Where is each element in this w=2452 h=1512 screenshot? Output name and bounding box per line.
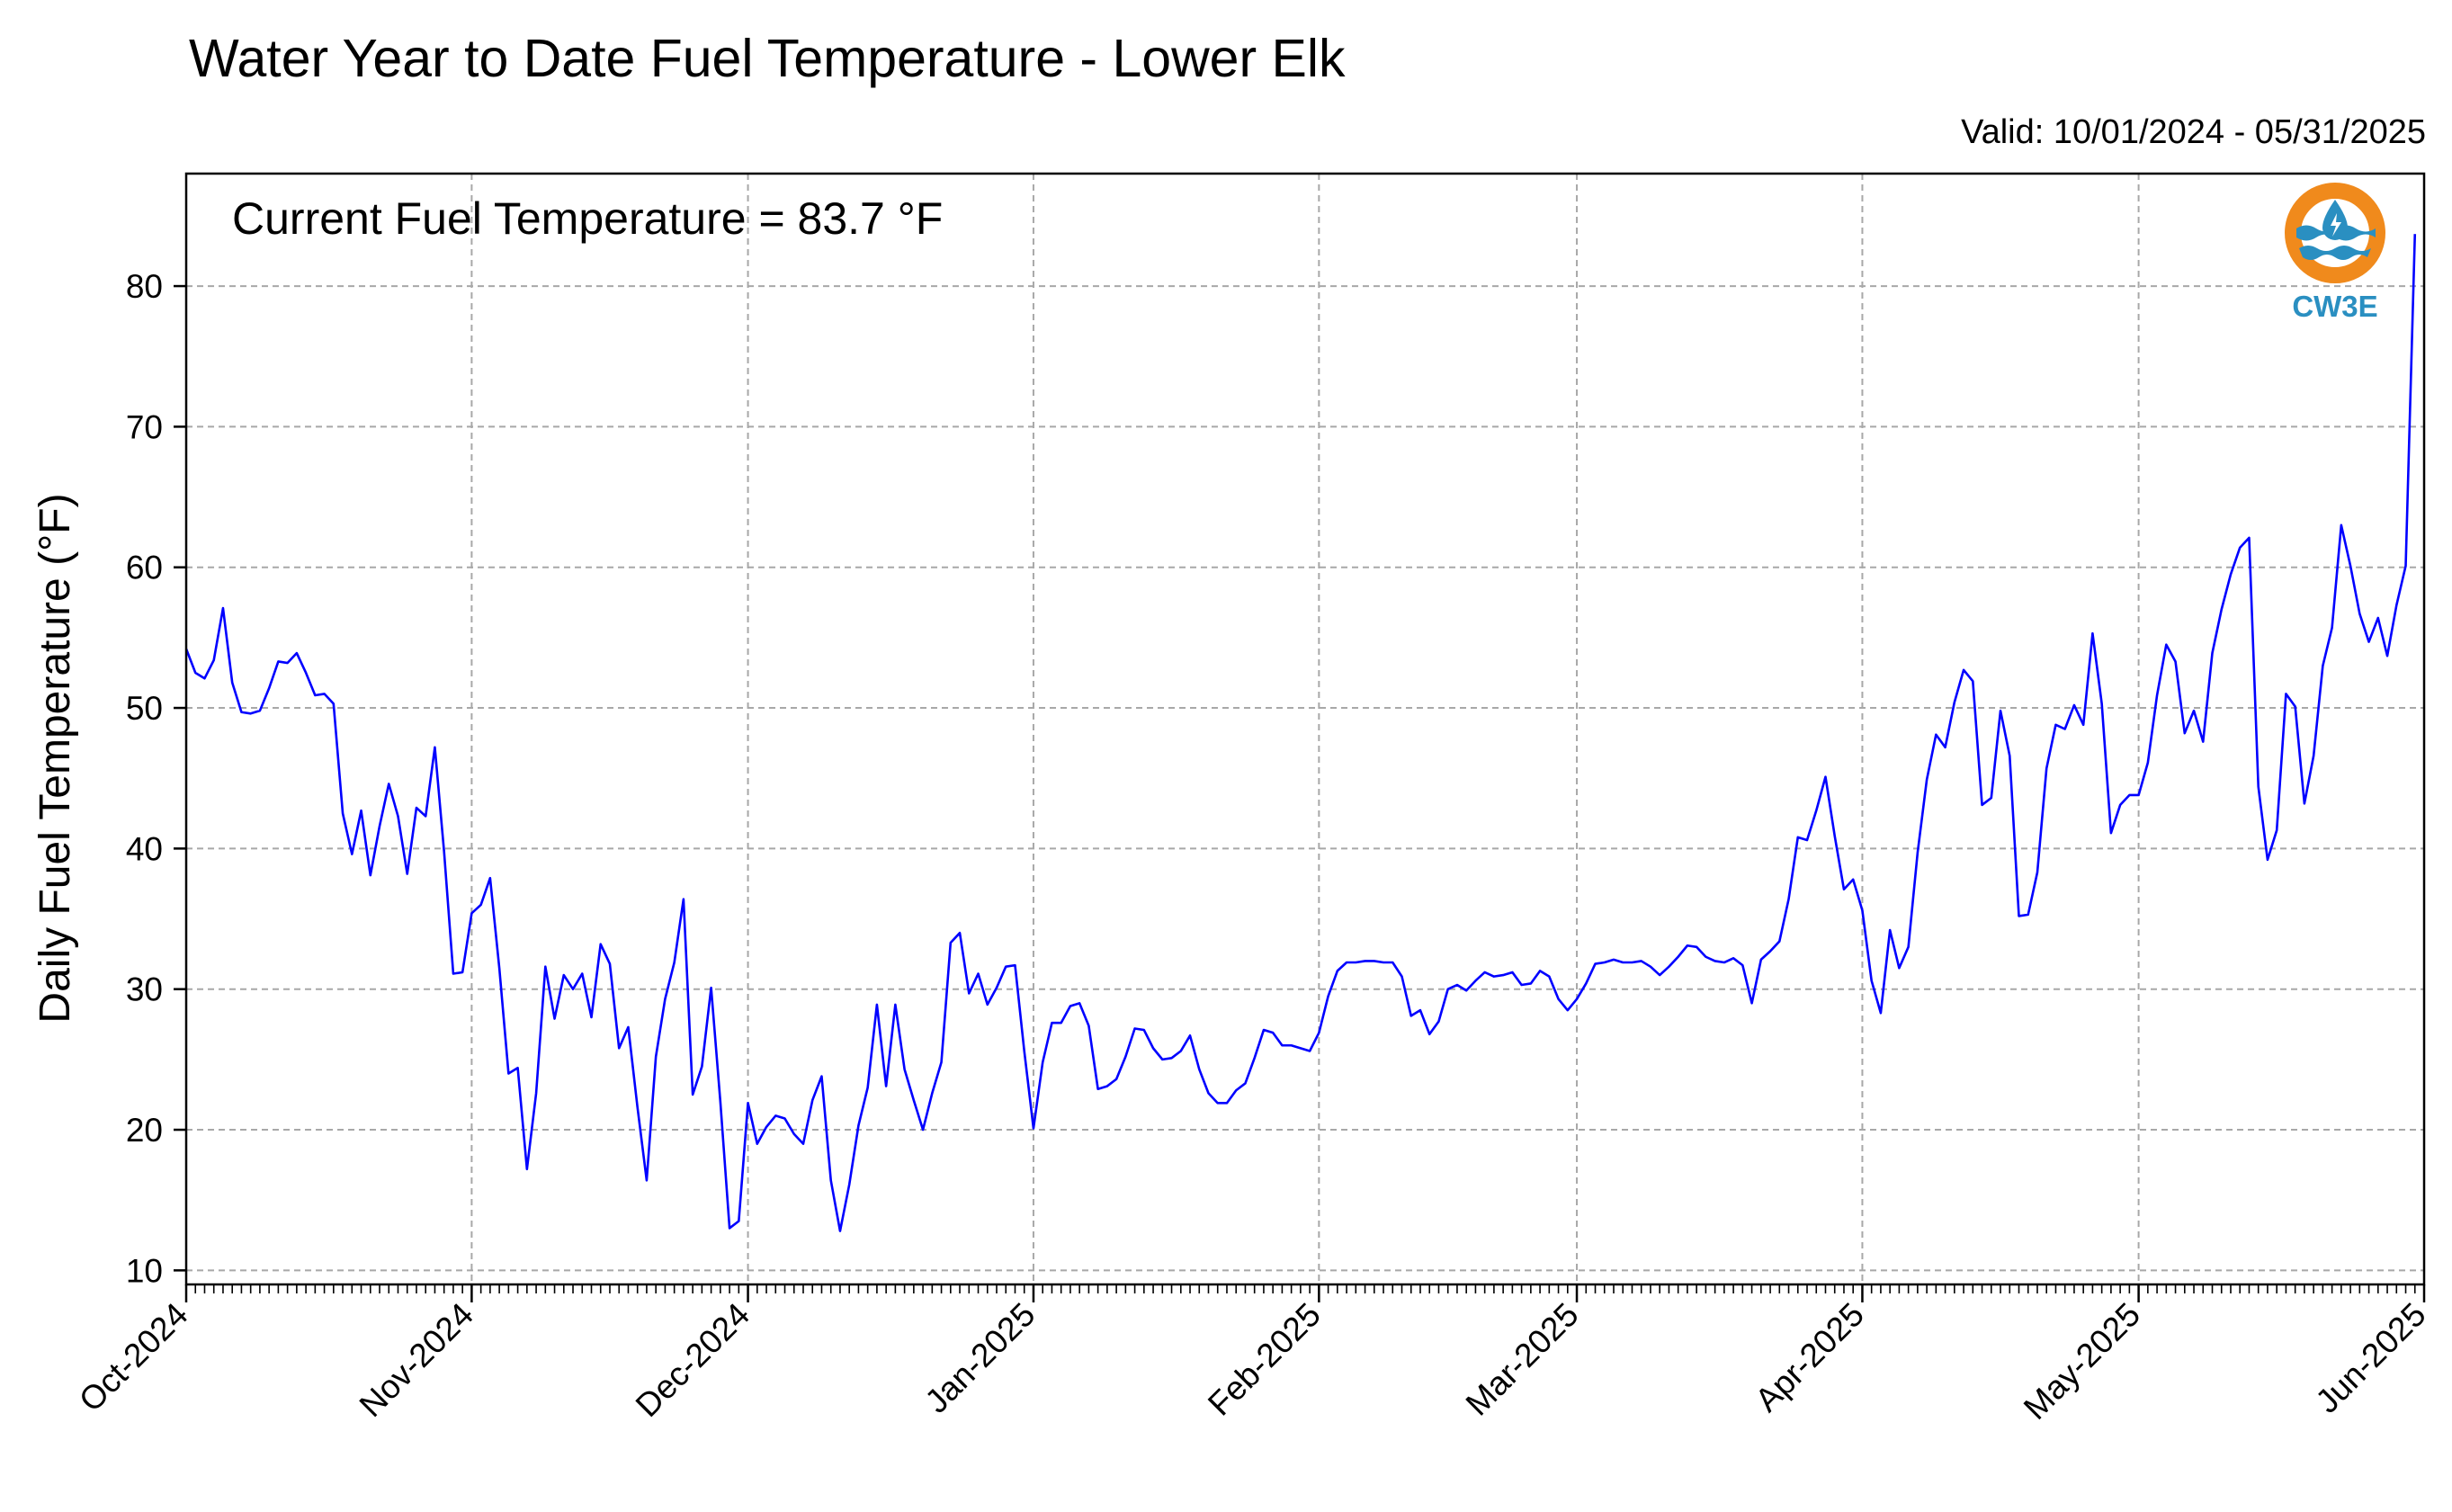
logo-ring — [2285, 183, 2385, 283]
x-tick-label: Mar-2025 — [1459, 1296, 1586, 1423]
axis-ticks — [174, 284, 2426, 1302]
tick-labels: 10 20 30 40 50 60 70 80 Oct-2024 Nov-2024 Dec-2024… — [72, 268, 2433, 1427]
x-tick-label: Nov-2024 — [353, 1296, 480, 1424]
chart-title: Water Year to Date Fuel Temperature - Lo… — [189, 29, 1346, 88]
y-tick-label: 10 — [126, 1252, 163, 1289]
logo-wave-bottom — [2299, 246, 2371, 260]
y-tick-label: 60 — [126, 550, 163, 586]
y-tick-label: 80 — [126, 268, 163, 305]
x-tick-label: May-2025 — [2017, 1296, 2147, 1427]
plot-frame — [184, 172, 2426, 1286]
y-tick-label: 20 — [126, 1112, 163, 1149]
data-series — [184, 234, 2417, 1232]
y-tick-label: 50 — [126, 690, 163, 727]
x-tick-label: Feb-2025 — [1201, 1296, 1328, 1423]
cw3e-logo: CW3E — [2285, 183, 2385, 323]
current-temperature-annotation: Current Fuel Temperature = 83.7 °F — [232, 193, 943, 244]
y-tick-label: 30 — [126, 971, 163, 1008]
y-tick-label: 40 — [126, 830, 163, 867]
x-tick-label: Jan-2025 — [918, 1296, 1043, 1420]
grid — [185, 174, 2425, 1284]
x-tick-label: Dec-2024 — [629, 1296, 756, 1424]
x-tick-label: Apr-2025 — [1748, 1296, 1871, 1419]
x-tick-label: Oct-2024 — [72, 1296, 195, 1419]
logo-text: CW3E — [2292, 290, 2377, 323]
series-line — [184, 234, 2417, 1232]
y-tick-label: 70 — [126, 408, 163, 445]
x-tick-label: Jun-2025 — [2309, 1296, 2433, 1420]
flame-icon — [2331, 213, 2341, 237]
valid-range-label: Valid: 10/01/2024 - 05/31/2025 — [1961, 113, 2426, 151]
